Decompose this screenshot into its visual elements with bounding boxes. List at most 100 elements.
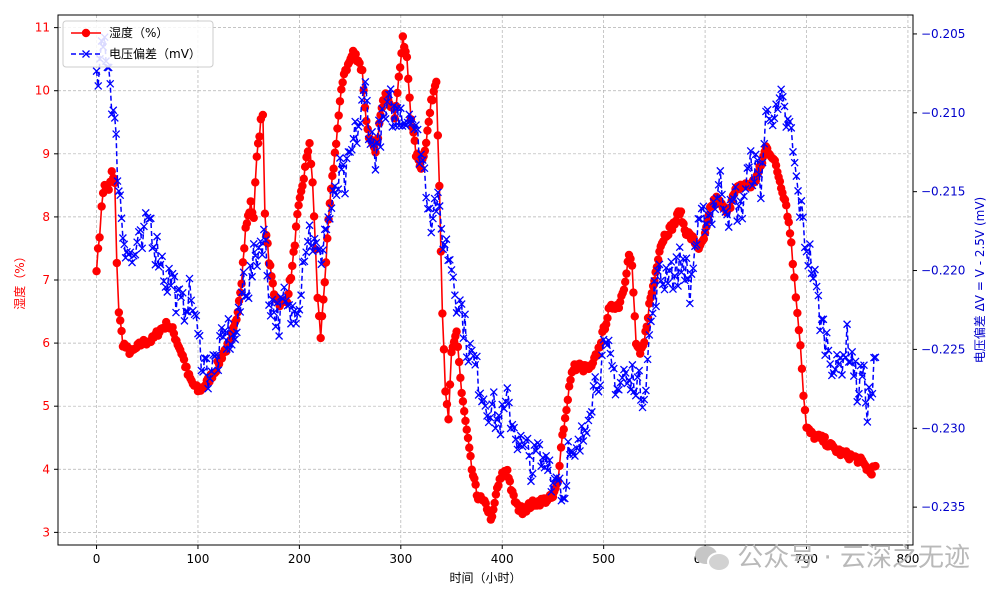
- voltage-point: [425, 204, 434, 213]
- voltage-point: [838, 370, 846, 379]
- y-right-tick-label: −0.220: [921, 264, 965, 278]
- voltage-point: [694, 214, 703, 223]
- humidity-point: [316, 333, 325, 343]
- voltage-point: [598, 351, 606, 360]
- humidity-point: [242, 219, 252, 228]
- humidity-point: [117, 326, 126, 336]
- humidity-point: [433, 131, 443, 140]
- x-tick-label: 700: [795, 552, 818, 566]
- humidity-point: [432, 77, 441, 87]
- voltage-point: [295, 305, 304, 314]
- humidity-point: [294, 201, 303, 210]
- voltage-point: [535, 440, 544, 449]
- humidity-point: [268, 279, 277, 288]
- voltage-point: [224, 314, 233, 323]
- voltage-point: [112, 130, 121, 139]
- humidity-point: [603, 313, 612, 323]
- voltage-point: [263, 271, 272, 280]
- humidity-point: [622, 269, 631, 278]
- voltage-point: [633, 373, 642, 382]
- voltage-point: [344, 148, 353, 156]
- humidity-point: [92, 266, 101, 276]
- voltage-point: [288, 301, 297, 310]
- voltage-point: [682, 254, 691, 263]
- voltage-point: [714, 180, 723, 189]
- humidity-point: [179, 355, 189, 364]
- voltage-point: [275, 332, 284, 340]
- humidity-point: [489, 505, 498, 514]
- humidity-point: [491, 490, 501, 499]
- humidity-point: [398, 32, 408, 41]
- humidity-point: [820, 432, 829, 442]
- voltage-point: [751, 150, 760, 159]
- voltage-point: [824, 346, 833, 355]
- voltage-point: [261, 236, 270, 245]
- voltage-point: [373, 138, 382, 147]
- voltage-point: [822, 328, 831, 337]
- voltage-point: [655, 260, 664, 269]
- humidity-point: [466, 451, 475, 461]
- voltage-point: [645, 330, 654, 339]
- humidity-point: [337, 85, 346, 94]
- watermark-text: 公众号 · 云深之无迹: [737, 543, 970, 573]
- voltage-point: [672, 253, 681, 261]
- humidity-point: [221, 347, 231, 356]
- voltage-point: [226, 345, 235, 354]
- voltage-point: [523, 434, 532, 443]
- humidity-point: [458, 397, 468, 406]
- voltage-point: [187, 296, 196, 305]
- humidity-point: [619, 285, 629, 294]
- voltage-point: [527, 477, 535, 486]
- x-tick-label: 400: [491, 552, 514, 566]
- voltage-point: [418, 156, 427, 164]
- voltage-point: [496, 430, 505, 439]
- voltage-point: [449, 273, 458, 282]
- voltage-point: [802, 247, 811, 256]
- y-right-tick-label: −0.205: [921, 27, 965, 41]
- humidity-point: [784, 217, 793, 227]
- voltage-point: [156, 260, 165, 269]
- y-left-tick-label: 7: [42, 273, 50, 287]
- voltage-point: [712, 194, 721, 203]
- voltage-point: [467, 346, 476, 355]
- voltage-point: [356, 118, 365, 127]
- voltage-point: [109, 106, 118, 115]
- humidity-point: [104, 185, 113, 194]
- humidity-point: [323, 234, 332, 243]
- humidity-point: [671, 216, 681, 225]
- voltage-point: [860, 361, 868, 370]
- voltage-point: [378, 104, 387, 113]
- watermark: 公众号 · 云深之无迹: [695, 537, 970, 574]
- humidity-point: [626, 254, 635, 263]
- voltage-point: [843, 320, 852, 329]
- voltage-point: [625, 376, 633, 385]
- voltage-point: [755, 170, 764, 178]
- voltage-point: [670, 272, 679, 280]
- voltage-point: [804, 261, 813, 270]
- voltage-point: [310, 234, 319, 243]
- humidity-point: [284, 289, 293, 299]
- voltage-point: [385, 90, 393, 99]
- voltage-point: [696, 215, 704, 223]
- voltage-point: [422, 193, 431, 202]
- voltage-point: [110, 113, 119, 122]
- voltage-point: [684, 275, 693, 283]
- voltage-point: [868, 389, 877, 398]
- voltage-point: [750, 177, 759, 186]
- voltage-point: [236, 307, 245, 316]
- voltage-point: [596, 381, 605, 390]
- voltage-point: [386, 85, 395, 94]
- humidity-point: [442, 399, 452, 409]
- voltage-point: [493, 415, 502, 424]
- humidity-point: [788, 259, 798, 269]
- humidity-point: [93, 244, 103, 253]
- voltage-point: [231, 335, 240, 344]
- humidity-point: [246, 197, 255, 206]
- voltage-point: [347, 145, 356, 154]
- voltage-point: [863, 418, 872, 426]
- humidity-point: [114, 308, 124, 317]
- legend-humidity-marker: [81, 28, 91, 38]
- voltage-point: [724, 223, 733, 232]
- humidity-point: [240, 244, 249, 253]
- humidity-point: [487, 512, 497, 521]
